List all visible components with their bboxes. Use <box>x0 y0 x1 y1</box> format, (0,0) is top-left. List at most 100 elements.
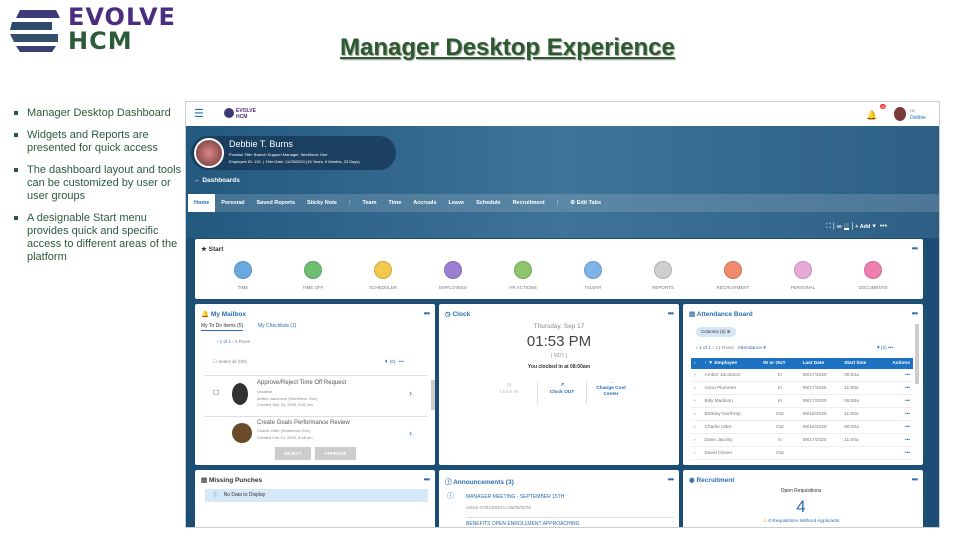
tab-home[interactable]: Home <box>188 194 216 212</box>
start-item-documents[interactable]: DOCUMENTS <box>853 261 893 291</box>
row-actions-icon[interactable]: ••• <box>880 394 913 408</box>
more-icon[interactable]: ••• <box>911 309 918 318</box>
filter-button[interactable]: ▼ (0) ••• <box>384 359 404 364</box>
tab-schedule[interactable]: Schedule <box>476 200 501 206</box>
columns-label: Columns (2) <box>701 329 726 334</box>
filter-count: (2) <box>880 346 887 351</box>
cell: David Glover <box>701 446 761 460</box>
row-actions-icon[interactable]: ••• <box>880 407 913 421</box>
approve-button[interactable]: APPROVE <box>315 447 356 460</box>
scrollbar[interactable] <box>915 324 919 384</box>
row-actions-icon[interactable]: ••• <box>880 369 913 382</box>
start-panel: ★ Start ••• TIME TIME OFF SCHEDULER EMPLOYE… <box>195 239 923 299</box>
clock-in-icon: ◷ <box>506 383 512 388</box>
tab-sticky-note[interactable]: Sticky Note <box>307 200 337 206</box>
add-button[interactable]: + Add <box>855 224 871 230</box>
row-actions-icon[interactable]: ••• <box>880 420 913 434</box>
item-title[interactable]: Create Goals Performance Review <box>257 420 350 426</box>
tab-recruitment[interactable]: Recruitment <box>512 200 545 206</box>
tab-team[interactable]: Team <box>362 200 377 206</box>
row-actions-icon[interactable]: ••• <box>880 381 913 395</box>
announcement-title[interactable]: MANAGER MEETING - SEPTEMBER 15TH <box>466 494 565 500</box>
clock-in-button[interactable]: ◷ Clock IN <box>494 382 524 396</box>
filter-button[interactable]: ▼(2) ••• <box>876 346 893 351</box>
more-icon[interactable]: ••• <box>879 223 888 230</box>
row-actions-icon[interactable]: ••• <box>880 433 913 447</box>
more-icon[interactable]: ••• <box>667 475 674 484</box>
hamburger-menu-icon[interactable]: ☰ <box>194 108 204 120</box>
list-view-icon[interactable]: ☰ <box>836 223 842 230</box>
start-item-employees[interactable]: EMPLOYEES <box>433 261 473 291</box>
user-name[interactable]: Debbie <box>910 115 926 121</box>
tab-accruals[interactable]: Accruals <box>413 200 437 206</box>
tab-time[interactable]: Time <box>388 200 402 206</box>
col-header[interactable]: ↑ ▼ Employee <box>701 358 761 369</box>
col-header[interactable]: Actions <box>880 358 913 369</box>
chevron-right-icon[interactable]: › <box>409 428 412 438</box>
table-row[interactable]: › Dane Jacoby In 09/17/2020 11:00a ••• <box>691 433 913 447</box>
col-header[interactable]: IN or OUT <box>760 358 800 369</box>
table-row[interactable]: › Charlie Utter Out 09/16/2020 09:00a ••• <box>691 420 913 434</box>
tab-checklists[interactable]: My Checklists (1) <box>258 323 297 329</box>
clock-out-label: Clock OUT <box>549 390 575 395</box>
select-all-checkbox[interactable]: ☐ Select all (0/0) <box>213 359 248 364</box>
change-cost-center-button[interactable]: → Change Cost Center <box>591 380 631 398</box>
expand-row-icon[interactable]: › <box>691 407 702 421</box>
cell: 09:00a <box>841 394 881 408</box>
tab-leave[interactable]: Leave <box>448 200 465 206</box>
row-actions-icon[interactable]: ••• <box>880 446 913 460</box>
open-requisitions-count[interactable]: 4 <box>796 497 806 516</box>
view-select[interactable]: Attendance <box>737 346 762 351</box>
chevron-right-icon[interactable]: › <box>409 388 412 398</box>
reject-button[interactable]: REJECT <box>275 447 311 460</box>
tab-personal[interactable]: Personal <box>221 200 245 206</box>
more-icon[interactable]: ••• <box>911 475 918 484</box>
start-item-recruitment[interactable]: RECRUITMENT <box>713 261 753 291</box>
clock-out-button[interactable]: ↗ Clock OUT <box>537 382 587 404</box>
table-row[interactable]: › Brittany Northrop Out 09/16/2020 11:00a ••• <box>691 407 913 421</box>
expand-row-icon[interactable]: › <box>691 420 702 434</box>
table-row[interactable]: › Amber Jacobson In 09/17/2020 08:54a ••• <box>691 369 913 382</box>
columns-chip[interactable]: Columns (2) ⊗ <box>696 327 736 337</box>
more-icon[interactable]: ••• <box>423 475 430 484</box>
expand-row-icon[interactable]: › <box>691 394 702 408</box>
expand-row-icon[interactable]: › <box>691 433 702 447</box>
announcement-title[interactable]: BENEFITS OPEN ENROLLMENT APPROACHING <box>466 521 580 527</box>
scrollbar[interactable] <box>431 380 435 410</box>
bell-icon[interactable]: 🔔 <box>866 110 878 120</box>
requisitions-warning[interactable]: ⚠ 0 Requisitions Without Applicants <box>683 519 919 525</box>
more-icon[interactable]: ••• <box>667 309 674 318</box>
tab-saved-reports[interactable]: Saved Reports <box>256 200 296 206</box>
table-row[interactable]: › Anna Plummer In 09/17/2020 11:00a ••• <box>691 381 913 395</box>
expand-row-icon[interactable]: › <box>691 369 702 382</box>
clock-title: ◷ Clock <box>445 310 470 318</box>
pager[interactable]: ‹ 1 of 1 › 13 Rows Attendance ▾ <box>696 346 766 351</box>
start-item-talent[interactable]: TALENT <box>573 261 613 291</box>
item-checkbox[interactable]: ☐ <box>213 390 220 397</box>
start-item-icon <box>794 261 812 279</box>
start-item-hr-actions[interactable]: HR ACTIONS <box>503 261 543 291</box>
tab-edit-tabs[interactable]: ⚙ Edit Tabs <box>564 194 607 212</box>
expand-row-icon[interactable]: › <box>691 381 702 395</box>
pager[interactable]: ‹ 1 of 1 › 5 Rows <box>217 339 251 344</box>
more-icon[interactable]: ••• <box>911 244 918 253</box>
table-row[interactable]: › Billy Madison In 09/17/2020 09:00a ••• <box>691 394 913 408</box>
tab-todo[interactable]: My To Do Items (5) <box>201 323 244 331</box>
start-item-scheduler[interactable]: SCHEDULER <box>363 261 403 291</box>
tab-divider: | <box>556 200 559 206</box>
more-icon[interactable]: ••• <box>423 309 430 318</box>
col-header[interactable]: Start time <box>841 358 881 369</box>
expand-row-icon[interactable]: › <box>691 446 702 460</box>
start-item-personal[interactable]: PERSONAL <box>783 261 823 291</box>
item-title[interactable]: Approve/Reject Time Off Request <box>257 380 347 386</box>
user-avatar[interactable] <box>894 107 906 121</box>
cell: Amber Jacobson <box>701 369 761 382</box>
table-row[interactable]: › David Glover Out ••• <box>691 446 913 460</box>
start-item-time-off[interactable]: TIME OFF <box>293 261 333 291</box>
back-to-dashboards[interactable]: ← Dashboards <box>194 177 240 184</box>
expand-icon[interactable]: ⛶ <box>826 223 831 230</box>
start-item-time[interactable]: TIME <box>223 261 263 291</box>
col-header[interactable]: Last Date <box>799 358 842 369</box>
grid-view-icon[interactable]: ▦ <box>843 223 850 230</box>
start-item-reports[interactable]: REPORTS <box>643 261 683 291</box>
